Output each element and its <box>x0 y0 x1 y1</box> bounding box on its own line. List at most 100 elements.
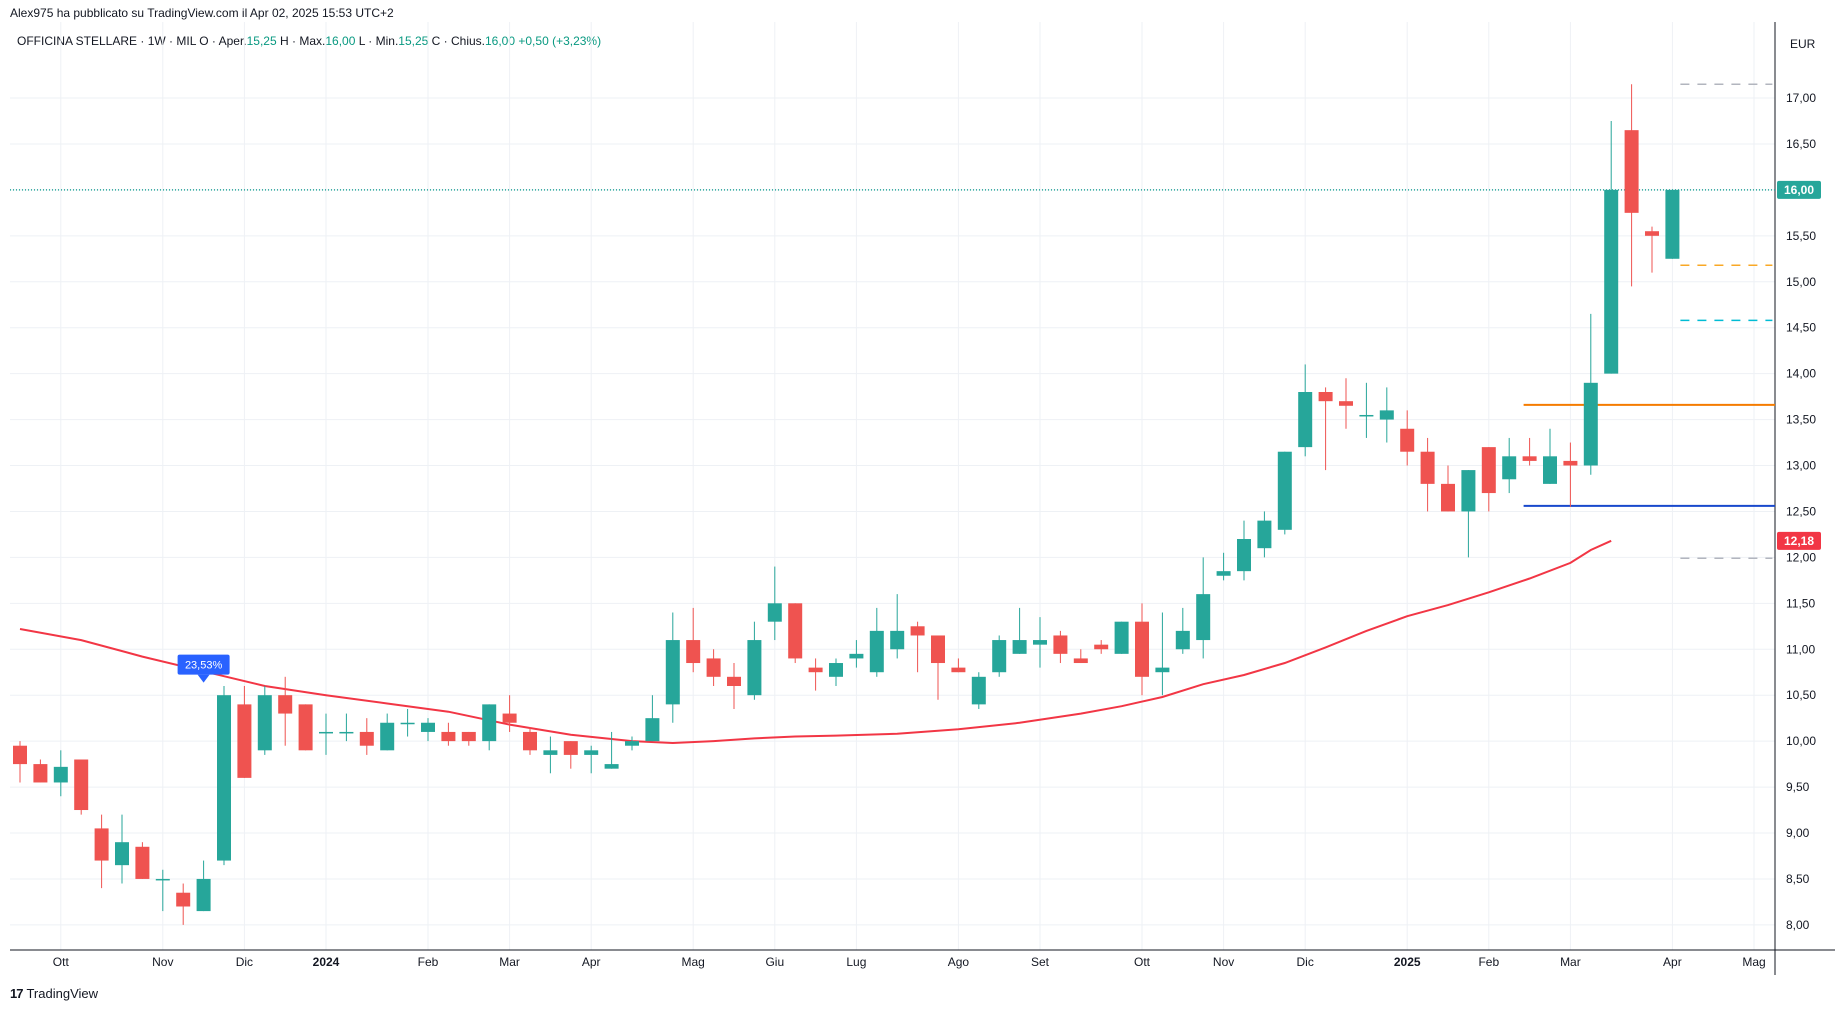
candle-body <box>625 741 639 746</box>
time-tick-label: Nov <box>152 955 173 969</box>
candle-body <box>604 764 619 769</box>
symbol-legend: OFFICINA STELLARE · 1W · MIL O · Aper.15… <box>17 34 601 48</box>
candle-body <box>1420 451 1435 484</box>
candle-body <box>1135 621 1149 677</box>
time-tick-label: Dic <box>236 955 253 969</box>
candle-body <box>33 764 48 783</box>
legend-high-value: 16,00 <box>325 34 356 48</box>
candle-body <box>1563 460 1578 466</box>
time-tick-label: Lug <box>846 955 866 969</box>
candle-body <box>869 630 884 673</box>
candle-body <box>441 731 456 742</box>
candle-body <box>910 626 925 636</box>
time-tick-label: Ago <box>948 955 970 969</box>
price-tick-label: 13,50 <box>1786 413 1816 427</box>
candle-body <box>1339 401 1353 406</box>
time-tick-label: Ott <box>1134 955 1151 969</box>
price-tick-label: 11,00 <box>1786 642 1815 656</box>
candle-body <box>584 750 599 755</box>
candle-body <box>1155 667 1170 673</box>
percent-badge-label: 23,53% <box>185 660 223 672</box>
price-tick-label: 14,00 <box>1786 367 1816 381</box>
price-tick-label: 12,00 <box>1786 550 1816 564</box>
last-price-tag <box>1777 180 1821 199</box>
candle-body <box>1400 428 1415 452</box>
candle-body <box>217 695 231 861</box>
time-tick-label: Apr <box>1663 955 1682 969</box>
candle-body <box>13 745 27 765</box>
percent-badge <box>177 654 230 675</box>
legend-change-value: +0,50 (+3,23%) <box>518 34 602 48</box>
candle-body <box>339 731 354 734</box>
candle-body <box>767 603 782 622</box>
candle-body <box>1502 456 1517 480</box>
candle-body <box>951 667 966 673</box>
price-tick-label: 8,00 <box>1786 918 1810 932</box>
candle-body <box>400 722 415 725</box>
legend-low-value: 15,25 <box>398 34 429 48</box>
ma-value-label: 12,18 <box>1784 534 1814 548</box>
time-tick-label: Dic <box>1297 955 1314 969</box>
tradingview-logo-text: TradingView <box>26 986 99 1001</box>
candle-body <box>971 676 986 705</box>
time-tick-label: 2025 <box>1394 955 1421 969</box>
candle-body <box>461 731 476 742</box>
time-tick-label: Mag <box>682 955 705 969</box>
price-tick-label: 10,00 <box>1786 734 1816 748</box>
candle-body <box>1257 520 1272 549</box>
legend-close-label: C · Chius. <box>431 34 485 48</box>
candle-body <box>1277 451 1292 530</box>
candle-body <box>1298 392 1313 448</box>
candle-body <box>278 695 293 714</box>
price-tick-label: 11,50 <box>1786 596 1815 610</box>
time-tick-label: Apr <box>582 955 601 969</box>
candle-body <box>1073 658 1088 664</box>
price-tick-label: 12,50 <box>1786 504 1816 518</box>
legend-open-value: 15,25 <box>246 34 277 48</box>
candle-body <box>706 658 721 677</box>
candle-body <box>421 722 435 732</box>
price-tick-label: 15,00 <box>1786 275 1816 289</box>
candle-body <box>1604 189 1619 374</box>
percent-badge-pointer <box>197 674 210 683</box>
moving-average-line <box>19 539 1612 745</box>
currency-label: EUR <box>1790 37 1816 51</box>
legend-symbol[interactable]: OFFICINA STELLARE · 1W · MIL <box>17 34 196 48</box>
candle-body <box>1175 630 1190 650</box>
candle-body <box>319 731 333 734</box>
candle-body <box>115 842 129 866</box>
candle-body <box>359 731 374 746</box>
candle-body <box>1053 635 1068 654</box>
candle-body <box>196 878 211 912</box>
time-tick-label: Set <box>1031 955 1050 969</box>
candle-body <box>1216 571 1231 576</box>
time-tick-label: Feb <box>418 955 439 969</box>
price-tick-label: 9,50 <box>1786 780 1810 794</box>
candle-body <box>829 663 843 677</box>
candle-body <box>1624 130 1639 213</box>
candle-body <box>1481 447 1496 494</box>
candle-body <box>1012 640 1027 654</box>
candle-body <box>298 704 313 751</box>
price-tick-label: 17,00 <box>1786 91 1816 105</box>
price-tick-label: 13,00 <box>1786 459 1816 473</box>
candle-body <box>257 695 272 751</box>
candle-body <box>543 750 558 755</box>
candle-body <box>563 741 578 755</box>
ma-value-tag <box>1777 531 1821 550</box>
candle-body <box>1441 483 1455 512</box>
legend-open-label: O · Aper. <box>199 34 247 48</box>
candle-body <box>686 640 701 664</box>
tradingview-logo[interactable]: 17 TradingView <box>10 986 98 1001</box>
candle-body <box>1359 414 1374 417</box>
candle-body <box>53 766 68 783</box>
candle-body <box>1665 189 1680 259</box>
candle-body <box>849 653 864 659</box>
candle-body <box>1583 382 1598 466</box>
candle-body <box>788 603 803 659</box>
legend-high-label: H · Max. <box>280 34 326 48</box>
candle-body <box>645 718 660 742</box>
candle-body <box>155 878 170 881</box>
candle-body <box>1094 644 1109 650</box>
